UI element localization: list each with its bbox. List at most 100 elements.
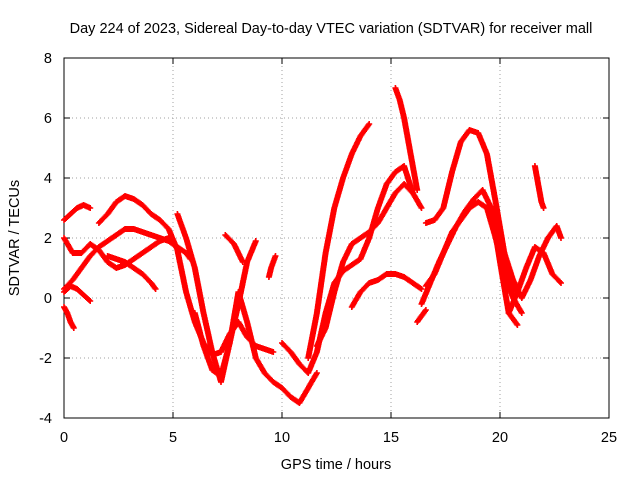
data-point: [150, 234, 152, 236]
data-point: [141, 231, 144, 233]
data-point: [228, 342, 231, 344]
data-point: [394, 192, 397, 194]
data-point: [274, 255, 277, 257]
data-point: [132, 267, 135, 269]
data-point: [63, 291, 65, 293]
data-point: [333, 291, 336, 293]
data-point: [420, 207, 423, 209]
data-point: [324, 252, 327, 254]
data-point: [307, 357, 309, 359]
data-point: [194, 312, 196, 314]
y-tick-label: 4: [44, 171, 52, 187]
data-point: [220, 381, 222, 383]
y-tick-label: 8: [44, 51, 52, 67]
data-point: [281, 387, 283, 389]
data-point: [159, 240, 161, 242]
data-point: [115, 267, 118, 269]
data-point: [494, 237, 497, 239]
data-point: [316, 345, 318, 347]
data-point: [316, 312, 318, 314]
data-point: [272, 261, 275, 263]
data-point: [154, 288, 157, 290]
data-point: [115, 258, 118, 260]
series-track-12: [305, 121, 373, 361]
data-point: [263, 372, 266, 374]
data-point: [486, 153, 488, 155]
data-point: [106, 261, 109, 263]
data-point: [377, 222, 379, 224]
data-point: [529, 279, 532, 281]
data-point: [159, 219, 161, 221]
data-point: [481, 189, 484, 191]
data-point: [237, 321, 240, 323]
data-point: [350, 153, 353, 155]
point-markers: [61, 235, 181, 271]
data-point: [115, 201, 118, 203]
data-point: [473, 198, 475, 200]
data-point: [281, 342, 283, 344]
data-point: [359, 291, 362, 293]
data-point: [298, 363, 301, 365]
data-point: [477, 201, 480, 203]
data-point: [525, 267, 527, 269]
data-point: [385, 273, 388, 275]
data-point: [503, 273, 506, 275]
data-point: [324, 312, 327, 314]
data-point: [324, 327, 327, 329]
point-markers: [265, 253, 279, 280]
x-tick-label: 0: [60, 430, 68, 446]
data-point: [490, 207, 493, 209]
data-point: [412, 282, 414, 284]
data-point: [71, 252, 74, 254]
data-point: [477, 132, 480, 134]
x-axis-label: GPS time / hours: [281, 457, 391, 473]
data-point: [359, 135, 362, 137]
point-markers: [531, 163, 547, 211]
data-point: [350, 243, 353, 245]
series-track-4: [61, 283, 94, 304]
data-point: [272, 351, 275, 353]
data-point: [425, 309, 427, 311]
data-point: [377, 207, 379, 209]
series-track-22: [505, 244, 564, 316]
data-point: [185, 291, 187, 293]
data-point: [69, 213, 72, 215]
point-markers: [305, 121, 373, 361]
data-point: [255, 357, 257, 359]
data-point: [350, 306, 353, 308]
data-point: [507, 312, 510, 314]
data-point: [132, 198, 135, 200]
data-point: [560, 282, 562, 284]
data-point: [307, 387, 309, 389]
data-point: [420, 303, 423, 305]
data-point: [185, 252, 187, 254]
data-point: [98, 222, 100, 224]
x-tick-label: 5: [169, 430, 177, 446]
data-point: [63, 237, 65, 239]
data-point: [350, 264, 353, 266]
data-point: [394, 87, 397, 89]
data-point: [494, 201, 497, 203]
data-point: [233, 243, 235, 245]
y-tick-label: 0: [44, 291, 52, 307]
data-point: [398, 99, 401, 101]
data-points: [61, 85, 564, 406]
data-point: [80, 267, 83, 269]
y-tick-label: -4: [39, 411, 52, 427]
data-point: [368, 231, 371, 233]
data-point: [167, 228, 170, 230]
data-point: [468, 129, 471, 131]
data-point: [538, 255, 541, 257]
data-point: [534, 246, 536, 248]
data-point: [516, 324, 519, 326]
series-track-11: [265, 253, 279, 280]
data-point: [468, 207, 471, 209]
data-point: [442, 252, 445, 254]
data-point: [420, 288, 423, 290]
data-point: [316, 351, 318, 353]
series-track-23: [531, 163, 547, 211]
data-point: [451, 231, 453, 233]
data-point: [394, 171, 397, 173]
point-markers: [222, 232, 246, 265]
data-point: [540, 201, 543, 203]
